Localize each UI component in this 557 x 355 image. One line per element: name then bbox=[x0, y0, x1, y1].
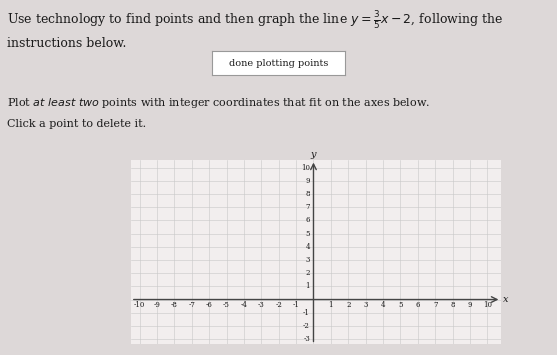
Text: x: x bbox=[503, 295, 509, 304]
Text: -5: -5 bbox=[223, 301, 230, 310]
Text: 8: 8 bbox=[305, 190, 310, 198]
Text: Click a point to delete it.: Click a point to delete it. bbox=[7, 119, 146, 129]
Text: done plotting points: done plotting points bbox=[229, 59, 328, 67]
Text: 10: 10 bbox=[301, 164, 310, 172]
Text: 6: 6 bbox=[416, 301, 420, 310]
Text: 3: 3 bbox=[364, 301, 368, 310]
Text: 5: 5 bbox=[398, 301, 403, 310]
Text: 3: 3 bbox=[306, 256, 310, 264]
Text: 9: 9 bbox=[305, 177, 310, 185]
Text: 1: 1 bbox=[305, 282, 310, 290]
Text: -2: -2 bbox=[275, 301, 282, 310]
Text: -1: -1 bbox=[292, 301, 300, 310]
Text: 4: 4 bbox=[381, 301, 385, 310]
Text: 6: 6 bbox=[305, 217, 310, 224]
Text: -1: -1 bbox=[303, 309, 310, 317]
Text: 7: 7 bbox=[305, 203, 310, 211]
Text: y: y bbox=[311, 150, 316, 159]
Text: 4: 4 bbox=[305, 243, 310, 251]
Text: -2: -2 bbox=[303, 322, 310, 330]
Text: Plot $\mathit{at\ least\ two}$ points with integer coordinates that fit on the a: Plot $\mathit{at\ least\ two}$ points wi… bbox=[7, 96, 430, 110]
Text: 10: 10 bbox=[483, 301, 492, 310]
Text: 2: 2 bbox=[305, 269, 310, 277]
Text: -3: -3 bbox=[258, 301, 265, 310]
Text: -10: -10 bbox=[134, 301, 145, 310]
Text: -6: -6 bbox=[206, 301, 213, 310]
Text: 8: 8 bbox=[451, 301, 455, 310]
Text: -7: -7 bbox=[188, 301, 195, 310]
Text: 5: 5 bbox=[305, 230, 310, 237]
Text: 9: 9 bbox=[468, 301, 472, 310]
Text: 7: 7 bbox=[433, 301, 437, 310]
Text: Use technology to find points and then graph the line $y = \frac{3}{5}x - 2$, fo: Use technology to find points and then g… bbox=[7, 9, 503, 31]
Text: 1: 1 bbox=[329, 301, 333, 310]
Text: 2: 2 bbox=[346, 301, 350, 310]
Text: -3: -3 bbox=[303, 335, 310, 343]
Text: instructions below.: instructions below. bbox=[7, 37, 126, 50]
Text: -8: -8 bbox=[171, 301, 178, 310]
Text: -4: -4 bbox=[241, 301, 247, 310]
Text: -9: -9 bbox=[154, 301, 160, 310]
